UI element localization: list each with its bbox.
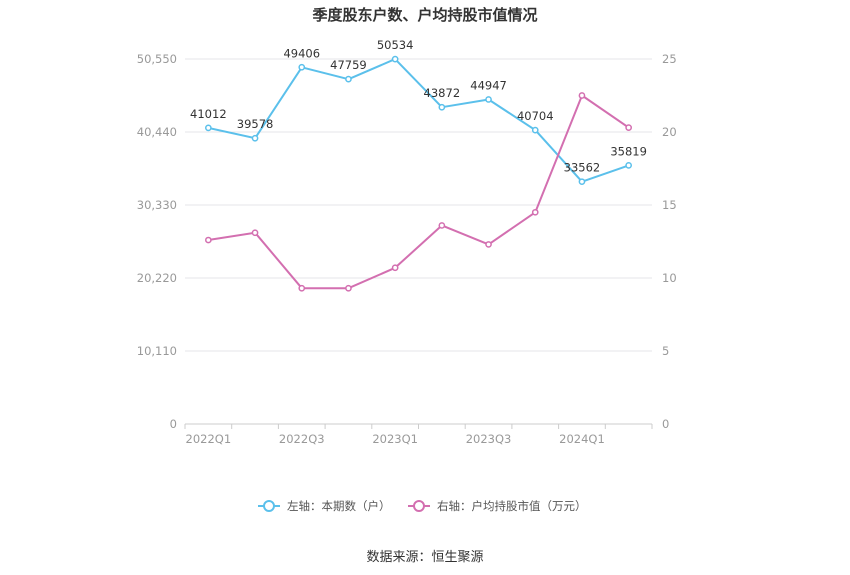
left-axis-tick-label: 50,550 xyxy=(137,52,177,66)
holders-count-data-label: 43872 xyxy=(424,86,461,100)
legend-item-holders-count: 左轴：本期数（户） xyxy=(287,499,391,513)
x-axis-tick-label: 2023Q1 xyxy=(372,432,418,446)
legend-item-avg-holding-value: 右轴：户均持股市值（万元） xyxy=(437,499,587,513)
avg-holding-value-point xyxy=(438,222,446,229)
right-axis-tick-label: 10 xyxy=(662,271,677,285)
right-axis-tick-label: 20 xyxy=(662,125,677,139)
right-axis-tick-label: 15 xyxy=(662,198,677,212)
holders-count-data-label: 33562 xyxy=(564,161,601,175)
legend-circle-marker xyxy=(263,500,275,512)
legend-circle-marker xyxy=(413,500,425,512)
holders-count-data-label: 50534 xyxy=(377,38,414,52)
series xyxy=(205,55,633,292)
x-axis-tick-label: 2024Q1 xyxy=(559,432,605,446)
holders-count-point xyxy=(205,124,212,132)
holders-count-data-label: 40704 xyxy=(517,109,554,123)
left-axis-tick-label: 0 xyxy=(170,417,177,431)
right-axis-tick-label: 0 xyxy=(662,417,669,431)
avg-holding-value-point xyxy=(391,264,399,272)
legend: 左轴：本期数（户） 右轴：户均持股市值（万元） xyxy=(258,499,587,513)
holders-count-point xyxy=(485,96,492,103)
holders-count-point xyxy=(438,103,446,111)
holders-count-data-label: 44947 xyxy=(470,78,507,92)
holders-count-data-label: 49406 xyxy=(283,46,320,60)
holders-count-point xyxy=(345,75,352,83)
holders-count-point xyxy=(298,63,306,71)
data-source-note: 数据来源：恒生聚源 xyxy=(366,550,484,565)
left-axis-tick-label: 30,330 xyxy=(137,198,177,212)
avg-holding-value-point xyxy=(298,284,306,292)
holders-count-point xyxy=(625,162,633,169)
left-axis-tick-label: 20,220 xyxy=(137,271,177,285)
avg-holding-value-point xyxy=(345,284,352,292)
right-axis-tick-label: 5 xyxy=(662,344,669,358)
left-axis-tick-label: 40,440 xyxy=(137,125,177,139)
avg-holding-value-line xyxy=(208,94,630,290)
right-axis-tick-label: 25 xyxy=(662,52,677,66)
left-axis-tick-label: 10,110 xyxy=(137,344,177,358)
x-axis-tick-label: 2022Q1 xyxy=(186,432,232,446)
holders-count-point xyxy=(391,55,399,63)
holders-count-data-label: 39578 xyxy=(237,117,274,131)
x-axis-tick-label: 2022Q3 xyxy=(279,432,325,446)
avg-holding-value-point xyxy=(485,241,492,248)
holders-count-data-label: 35819 xyxy=(610,144,647,158)
holders-count-data-label: 41012 xyxy=(190,107,227,121)
chart-title: 季度股东户数、户均持股市值情况 xyxy=(312,6,538,24)
avg-holding-value-point xyxy=(531,208,539,216)
avg-holding-value-point xyxy=(251,229,259,237)
avg-holding-value-point xyxy=(205,236,212,244)
grid-lines xyxy=(185,58,652,425)
avg-holding-value-point xyxy=(625,124,633,131)
holders-count-point xyxy=(251,134,259,142)
holders-count-data-label: 47759 xyxy=(330,58,367,72)
axes: 010,11020,22030,33040,44050,550051015202… xyxy=(137,52,677,446)
holders-count-point xyxy=(578,178,586,186)
x-axis-tick-label: 2023Q3 xyxy=(466,432,512,446)
avg-holding-value-point xyxy=(578,92,586,99)
data-labels: 41012 39578 49406 47759 50534 43872 44947 40704… xyxy=(190,38,647,175)
holders-count-point xyxy=(531,126,539,134)
